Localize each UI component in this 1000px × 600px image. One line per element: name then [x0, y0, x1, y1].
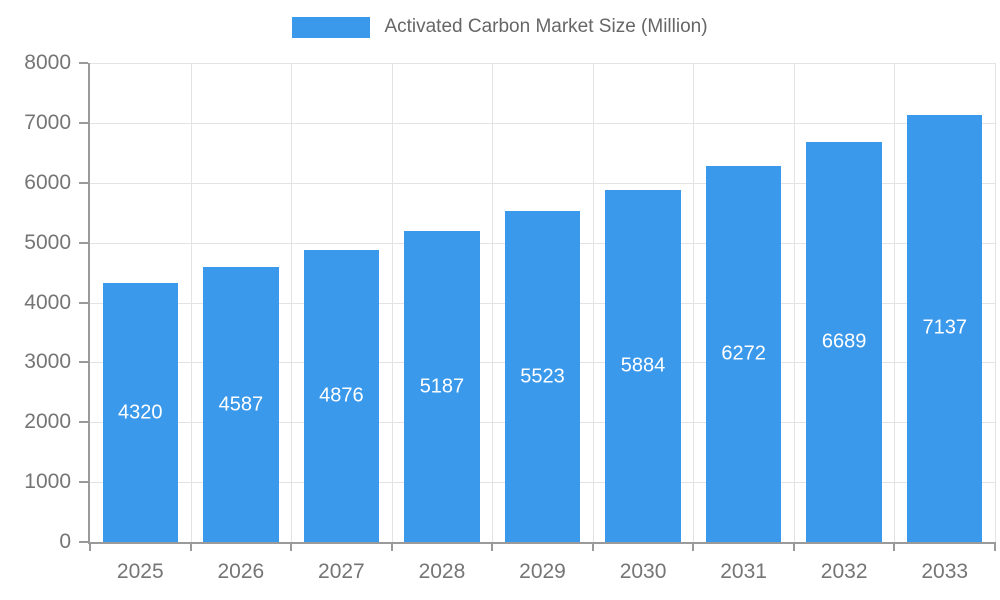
gridline-vertical — [793, 63, 795, 542]
bar[interactable]: 4587 — [203, 267, 279, 542]
x-axis-tick-label: 2029 — [519, 560, 566, 583]
gridline-vertical — [894, 63, 896, 542]
bar-value-label: 4587 — [218, 393, 264, 416]
gridline-vertical — [391, 63, 393, 542]
bar[interactable]: 5884 — [605, 189, 681, 542]
bar[interactable]: 6689 — [806, 141, 882, 542]
y-axis-tick-mark — [79, 541, 88, 543]
legend-swatch-icon — [292, 16, 371, 38]
bar[interactable]: 5187 — [404, 231, 480, 542]
y-axis-tick-mark — [79, 241, 88, 244]
x-axis-tick-mark — [994, 542, 996, 551]
bar[interactable]: 5523 — [504, 211, 581, 542]
y-axis-tick-mark — [79, 481, 88, 484]
gridline-vertical — [190, 63, 192, 542]
x-axis-tick-mark — [189, 542, 192, 551]
x-axis-tick-mark — [390, 542, 393, 551]
x-axis-tick-mark — [491, 542, 494, 551]
x-axis-tick-mark — [89, 542, 91, 551]
gridline-vertical — [291, 63, 293, 542]
x-axis-tick-mark — [290, 542, 293, 551]
gridline-vertical — [995, 63, 996, 542]
y-axis-tick-label: 0 — [59, 530, 71, 553]
gridline-horizontal — [90, 122, 995, 124]
y-axis-tick-mark — [79, 181, 88, 184]
x-axis-tick-label: 2031 — [720, 560, 767, 583]
y-axis-tick-label: 3000 — [24, 350, 71, 374]
x-axis-tick-mark — [591, 542, 594, 551]
x-axis-tick-label: 2027 — [318, 560, 365, 583]
legend[interactable]: Activated Carbon Market Size (Million) — [0, 16, 1000, 38]
plot-area: 0 1000 2000 3000 4000 5000 6000 7000 8000 4320 202… — [24, 51, 996, 583]
bar[interactable]: 7137 — [907, 114, 983, 542]
x-axis-tick-label: 2030 — [619, 560, 667, 583]
bar[interactable]: 4320 — [102, 283, 178, 542]
y-axis-tick-mark — [79, 121, 88, 124]
y-axis-tick-label: 4000 — [24, 290, 71, 314]
y-axis-tick-label: 6000 — [24, 170, 71, 194]
y-axis-tick-mark — [79, 421, 88, 424]
bar-value-label: 4876 — [319, 384, 364, 407]
bar[interactable]: 4876 — [303, 250, 380, 542]
y-axis-tick-label: 5000 — [24, 230, 71, 254]
x-axis-tick-label: 2032 — [820, 560, 868, 583]
y-axis-tick-label: 7000 — [24, 110, 71, 134]
y-axis-tick-mark — [79, 62, 88, 64]
y-axis-tick-mark — [79, 301, 88, 304]
y-axis-tick-label: 1000 — [24, 470, 71, 494]
x-axis-tick-label: 2033 — [921, 560, 969, 583]
x-axis-tick-mark — [792, 542, 795, 551]
bar-value-label: 5884 — [620, 354, 666, 377]
bar-value-label: 4320 — [118, 401, 163, 424]
x-axis-tick-mark — [692, 542, 695, 551]
bar-value-label: 6272 — [721, 342, 766, 365]
bar-value-label: 5187 — [419, 375, 465, 398]
y-axis-tick-mark — [79, 361, 88, 364]
y-axis-tick-label: 8000 — [24, 51, 71, 74]
gridline-horizontal — [90, 63, 995, 64]
bar-value-label: 6689 — [821, 330, 867, 353]
gridline-vertical — [492, 63, 494, 542]
x-axis-tick-mark — [893, 542, 896, 551]
gridline-horizontal — [90, 182, 995, 184]
x-axis-tick-label: 2025 — [116, 560, 164, 583]
bar-value-label: 7137 — [922, 316, 967, 339]
gridline-vertical — [693, 63, 695, 542]
x-axis-tick-label: 2026 — [217, 560, 265, 583]
gridline-vertical — [592, 63, 594, 542]
bar[interactable]: 6272 — [705, 166, 782, 542]
y-axis-tick-label: 2000 — [24, 410, 71, 434]
legend-label: Activated Carbon Market Size (Million) — [384, 16, 708, 37]
bar-value-label: 5523 — [520, 365, 565, 388]
x-axis-tick-label: 2028 — [418, 560, 466, 583]
